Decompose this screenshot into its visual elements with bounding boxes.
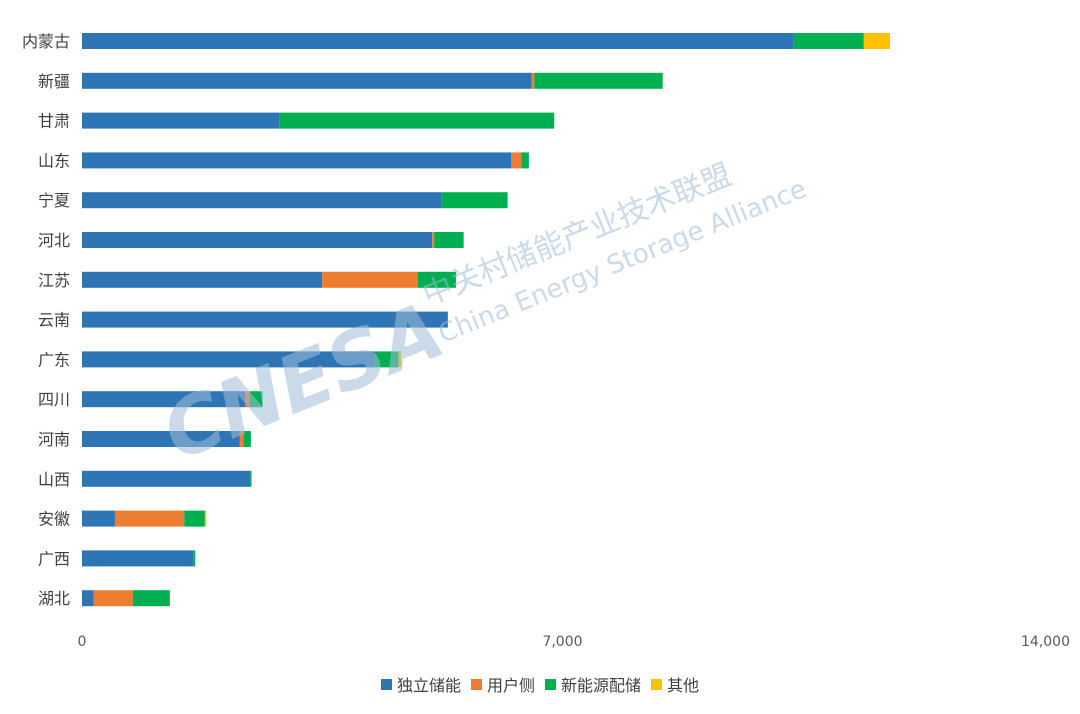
bar-segment-user-side (114, 510, 185, 527)
bar-segment-renewable (132, 590, 170, 607)
bar-segment-renewable (534, 72, 663, 89)
bar-segment-renewable (193, 550, 196, 567)
bar-segment-user-side (432, 232, 435, 248)
legend-label-user-side: 用户侧 (486, 676, 535, 695)
bar-segment-user-side (239, 431, 244, 447)
bar-segment-independent (82, 232, 433, 248)
bar-segment-independent (82, 192, 442, 209)
x-tick-label: 7,000 (542, 634, 582, 650)
bar-segment-independent (82, 271, 323, 288)
bar-segment-other (398, 351, 402, 368)
category-label: 宁夏 (38, 191, 70, 210)
bar-segment-user-side (511, 152, 522, 169)
category-label: 甘肃 (38, 112, 70, 131)
bar-segment-renewable (250, 470, 252, 487)
category-label: 江苏 (38, 271, 70, 290)
legend: 独立储能 用户侧 新能源配储 其他 (0, 672, 1080, 696)
bar-segment-independent (82, 152, 512, 169)
bar-segment-user-side (93, 590, 133, 607)
legend-item-renewable[interactable]: 新能源配储 (545, 672, 641, 696)
bar-segment-independent (82, 311, 448, 328)
bars-layer (82, 33, 890, 607)
category-label: 山西 (38, 470, 70, 489)
category-label: 云南 (38, 311, 70, 330)
bar-segment-renewable (521, 152, 529, 169)
bar-segment-user-side (245, 391, 250, 408)
bar-segment-user-side (322, 271, 418, 288)
legend-label-other: 其他 (667, 676, 700, 695)
bar-segment-independent (82, 112, 280, 129)
legend-item-other[interactable]: 其他 (651, 672, 699, 696)
bar-segment-renewable (249, 391, 263, 408)
category-label: 安徽 (38, 510, 70, 529)
legend-swatch-other (651, 678, 663, 690)
bar-segment-renewable (184, 510, 205, 527)
category-label: 河北 (38, 231, 70, 250)
bar-segment-independent (82, 33, 794, 49)
bar-segment-independent (82, 391, 246, 408)
bar-segment-independent (82, 510, 115, 527)
legend-swatch-independent (380, 678, 392, 690)
bar-segment-renewable (243, 431, 251, 447)
bar-segment-renewable (417, 271, 457, 288)
bar-segment-independent (82, 351, 376, 368)
category-label: 新疆 (38, 72, 70, 91)
category-label: 广西 (38, 549, 70, 568)
legend-label-independent: 独立储能 (396, 676, 461, 695)
category-label: 广东 (38, 350, 70, 369)
bar-segment-renewable (279, 112, 555, 129)
bar-segment-independent (82, 590, 94, 607)
bar-segment-independent (82, 72, 532, 89)
bar-segment-user-side (531, 72, 535, 89)
bar-segment-independent (82, 550, 194, 567)
category-label: 湖北 (38, 589, 70, 608)
cnesa-watermark: CNESA 中关村储能产业技术联盟 China Energy Storage A… (151, 157, 811, 478)
bar-segment-independent (82, 431, 240, 447)
bar-segment-independent (82, 470, 251, 487)
legend-swatch-renewable (545, 678, 556, 690)
bar-segment-renewable (434, 232, 464, 248)
bar-segment-renewable (793, 33, 864, 49)
x-tick-label: 0 (78, 634, 87, 650)
legend-label-renewable: 新能源配储 (561, 676, 642, 695)
legend-swatch-user-side (470, 678, 482, 690)
bar-segment-renewable (375, 351, 399, 368)
category-label: 河南 (38, 430, 70, 449)
legend-item-user-side[interactable]: 用户侧 (470, 672, 535, 696)
category-label: 山东 (38, 151, 70, 170)
category-label: 四川 (38, 390, 70, 409)
bar-segment-other (863, 33, 890, 49)
x-axis-tick-labels: 0 7,000 14,000 (78, 634, 1070, 650)
bar-segment-other (204, 510, 207, 527)
legend-item-independent[interactable]: 独立储能 (380, 672, 461, 696)
bar-segment-renewable (441, 192, 508, 209)
x-tick-label: 14,000 (1021, 634, 1070, 650)
category-label: 内蒙古 (22, 32, 70, 51)
